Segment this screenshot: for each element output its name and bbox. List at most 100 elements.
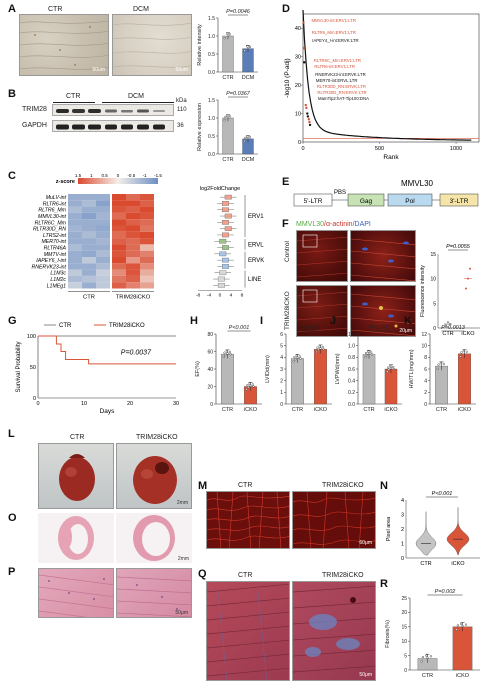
data-point xyxy=(229,353,232,356)
x-tick-label: iCKO xyxy=(384,407,398,413)
y-tick-label: 40 xyxy=(295,26,301,32)
bar-chart-b: 0.0 0.5 1.0 1.5 CTR DCM P=0.0367 Relative expre… xyxy=(197,91,258,163)
heatmap-row-label: L1MEg1 xyxy=(47,283,66,289)
x-tick-label: iCKO xyxy=(456,673,470,679)
data-point xyxy=(364,351,368,355)
y-tick-label: 0.4 xyxy=(348,378,355,384)
bar-ctr xyxy=(222,117,234,155)
y-axis-label: HW/TL(mg/mm) xyxy=(409,349,415,388)
data-point xyxy=(248,45,252,49)
plot-frame xyxy=(302,13,480,143)
l-icko: TRIM28iCKO xyxy=(136,434,178,441)
bar-ctr xyxy=(435,365,448,405)
data-point xyxy=(246,383,249,387)
data-point xyxy=(228,350,231,354)
kda-gapdh: 36 xyxy=(177,123,184,129)
segment-label-pbs: PBS xyxy=(334,190,346,196)
heatmap-cell xyxy=(112,212,126,220)
heatmap-cell xyxy=(68,231,82,239)
x-tick-label: CTR xyxy=(420,561,431,567)
rank-annotation: MMVL30-int:ERV1:LTR xyxy=(311,18,356,23)
fc-tick: -4 xyxy=(207,293,212,299)
data-point xyxy=(392,365,395,368)
bar-icko xyxy=(384,368,398,405)
legend-ctr: CTR xyxy=(59,323,72,329)
y-tick-label: 0 xyxy=(424,402,427,408)
segment-2 xyxy=(347,193,385,207)
x-tick-label: 1000 xyxy=(450,146,462,152)
rank-annotation: RLTR30D_RN:ERVK:LTR xyxy=(317,90,366,95)
data-point xyxy=(225,350,228,353)
heatmap-cell xyxy=(126,238,140,245)
x-tick-label: DCM xyxy=(242,75,255,81)
wga-icko: 60μm xyxy=(292,491,376,549)
bar-ctr xyxy=(291,358,304,405)
zscore-title: z-score xyxy=(56,179,75,185)
data-point xyxy=(370,351,373,354)
f-row-control: Control xyxy=(284,241,291,262)
heatmap-cell xyxy=(96,275,110,283)
heatmap-cell xyxy=(96,269,110,276)
rank-annotation: IAPEY4_I-int:ERVK:LTR xyxy=(312,38,358,43)
y-tick-label: 1.0 xyxy=(208,116,215,122)
heatmap-cell xyxy=(140,225,154,232)
bar-chart-j: 0.0 0.2 0.4 0.6 0.8 1.0 1.2 CTR iCKO P<0.001 LVPWd… xyxy=(335,325,402,413)
y-tick-label: 3 xyxy=(401,513,404,519)
data-point-icko xyxy=(465,287,467,290)
y-tick-label: 1.0 xyxy=(348,343,355,349)
heatmap-cell xyxy=(140,275,154,283)
highlight-point xyxy=(307,118,311,121)
heatmap-row-label: MMVL30-int xyxy=(38,214,67,220)
data-point xyxy=(465,350,468,353)
bar-chart-r: 0 5 10 15 20 25 CTR iCKO P=0.002 Fibrosis(%) xyxy=(385,589,480,679)
heatmap-cell xyxy=(140,263,154,270)
highlight-point xyxy=(302,21,305,24)
he-icko: 50μm xyxy=(116,568,192,618)
data-point xyxy=(223,351,226,354)
heatmap-cell xyxy=(68,250,82,257)
x-tick-label: 500 xyxy=(375,146,384,152)
data-point xyxy=(455,628,458,631)
heatmap-cell xyxy=(68,238,82,245)
x-axis-label: Rank xyxy=(383,154,399,161)
panel-label-n: N xyxy=(380,480,388,492)
heatmap-cell xyxy=(112,263,126,270)
violin-chart-n: 0 1 2 3 4 CTR iCKO P<0.001 Pixel area xyxy=(386,491,480,567)
data-point xyxy=(224,353,227,356)
data-point xyxy=(296,356,299,359)
x-tick-label: 0 xyxy=(301,146,304,152)
heatmap-row-label: RLTR46A xyxy=(44,246,67,252)
y-axis-label: Survival Probability xyxy=(16,341,22,392)
panel-label-e: E xyxy=(282,176,290,188)
heatmap-cell xyxy=(112,257,126,264)
data-point xyxy=(420,660,423,663)
y-tick-label: 1.2 xyxy=(348,332,355,338)
heatmap-cell xyxy=(96,200,110,207)
data-point xyxy=(437,363,440,366)
y-tick-label: 20 xyxy=(295,83,301,89)
bar-ctr xyxy=(362,354,376,405)
y-axis-label: Fluorescence intensity xyxy=(420,265,426,317)
data-point xyxy=(389,365,392,368)
x-axis-label: Days xyxy=(100,408,116,415)
data-point xyxy=(248,382,251,385)
x-tick-label: 30 xyxy=(173,401,179,407)
data-point xyxy=(322,348,325,351)
heatmap-cell xyxy=(68,263,82,270)
fc-box xyxy=(219,238,227,244)
data-point xyxy=(224,115,227,119)
rank-annotation: RNERVK23-int:ERVK:LTR xyxy=(315,72,365,77)
panel-label-b: B xyxy=(8,88,16,100)
heatmap-cell xyxy=(140,219,154,226)
y-tick-label: 12 xyxy=(421,332,427,338)
heatmap-cell xyxy=(96,219,110,226)
diagram-title: MMVL30 xyxy=(401,179,434,188)
if-control-low xyxy=(296,230,348,282)
heatmap-cell xyxy=(68,194,82,201)
panel-label-q: Q xyxy=(198,568,207,580)
y-tick-label: 5 xyxy=(280,343,283,349)
section-icko: 2mm xyxy=(116,513,192,563)
data-point xyxy=(460,622,463,626)
heatmap-cell xyxy=(82,225,96,232)
masson-icko: 50μm xyxy=(292,581,376,681)
